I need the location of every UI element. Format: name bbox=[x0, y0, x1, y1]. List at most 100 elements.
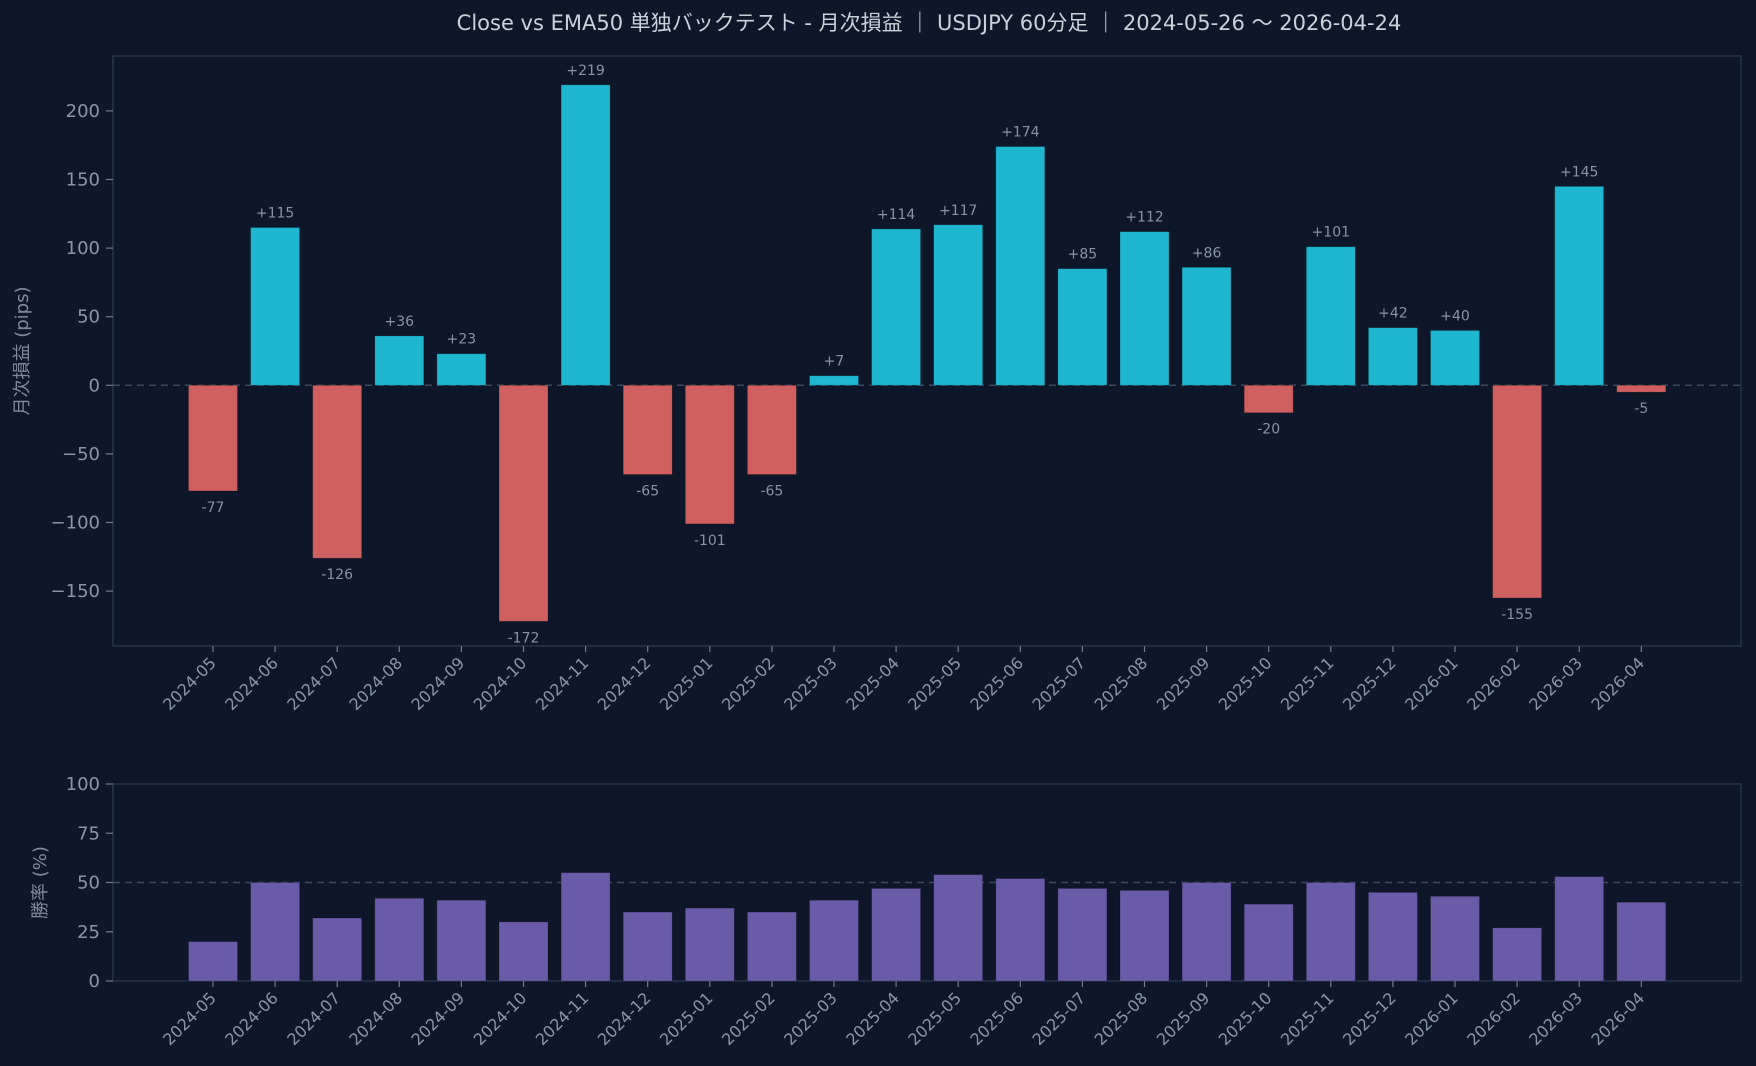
x-tick-label: 2025-04 bbox=[842, 988, 903, 1049]
x-tick-label: 2024-10 bbox=[470, 653, 531, 714]
monthly-pnl-panel: −150 −100 −50 0 50 100 150 200 月次損益 (pips) -77 202… bbox=[12, 55, 1742, 714]
y-tick-label: 200 bbox=[66, 101, 100, 122]
x-tick-label: 2026-01 bbox=[1401, 653, 1462, 714]
bar-2025-04 bbox=[871, 888, 921, 982]
bar-2025-11 bbox=[1305, 246, 1356, 386]
y-tick-label: 50 bbox=[77, 307, 100, 328]
x-tick-label: 2025-01 bbox=[656, 988, 717, 1049]
bar-2025-10 bbox=[1243, 903, 1294, 982]
bar-2025-04 bbox=[871, 228, 921, 386]
y-tick-label: 50 bbox=[77, 873, 100, 894]
x-tick-label: 2025-03 bbox=[780, 653, 841, 714]
x-tick-label: 2024-08 bbox=[345, 653, 406, 714]
bar-2025-03 bbox=[809, 899, 859, 982]
data-label: +101 bbox=[1312, 225, 1350, 241]
x-tick-label: 2025-06 bbox=[966, 653, 1027, 714]
bar-2025-01 bbox=[684, 384, 735, 525]
data-label: +115 bbox=[256, 206, 294, 222]
x-tick-label: 2025-12 bbox=[1339, 988, 1400, 1049]
bar-2025-08 bbox=[1119, 889, 1170, 982]
x-tick-label: 2024-06 bbox=[221, 653, 282, 714]
data-label: +42 bbox=[1378, 306, 1408, 322]
x-tick-label: 2025-10 bbox=[1215, 653, 1276, 714]
x-tick-label: 2024-07 bbox=[283, 988, 344, 1049]
x-tick-label: 2024-11 bbox=[532, 653, 593, 714]
data-label: -65 bbox=[760, 483, 783, 499]
x-tick-label: 2026-04 bbox=[1587, 988, 1648, 1049]
data-label: +7 bbox=[824, 354, 845, 370]
x-tick-label: 2026-02 bbox=[1463, 653, 1524, 714]
x-tick-label: 2025-09 bbox=[1153, 653, 1214, 714]
data-label: -77 bbox=[202, 500, 225, 516]
bar-2024-10 bbox=[498, 921, 549, 982]
x-tick-label: 2026-01 bbox=[1401, 988, 1462, 1049]
bar-2026-02 bbox=[1492, 384, 1542, 599]
bar-2025-12 bbox=[1368, 891, 1418, 982]
bar-2024-10 bbox=[498, 384, 549, 622]
y-tick-label: 25 bbox=[77, 922, 100, 943]
bar-2024-12 bbox=[622, 911, 673, 982]
bar-2024-05 bbox=[188, 384, 238, 492]
x-tick-label: 2024-05 bbox=[159, 653, 220, 714]
x-tick-label: 2024-12 bbox=[594, 988, 655, 1049]
bar-2025-08 bbox=[1119, 231, 1170, 386]
bar-2025-02 bbox=[747, 384, 797, 475]
x-tick-label: 2025-07 bbox=[1029, 988, 1090, 1049]
x-tick-label: 2025-09 bbox=[1153, 988, 1214, 1049]
bar-2025-09 bbox=[1181, 882, 1232, 982]
bar-2024-09 bbox=[436, 353, 487, 386]
data-label: +86 bbox=[1192, 245, 1222, 261]
bar-2024-06 bbox=[250, 882, 301, 982]
data-label: -172 bbox=[508, 630, 540, 646]
y-tick-label: 150 bbox=[66, 169, 100, 190]
x-tick-label: 2025-12 bbox=[1339, 653, 1400, 714]
x-tick-label: 2024-07 bbox=[283, 653, 344, 714]
x-tick-label: 2025-05 bbox=[904, 988, 965, 1049]
x-tick-label: 2024-11 bbox=[532, 988, 593, 1049]
x-tick-label: 2024-06 bbox=[221, 988, 282, 1049]
bar-2024-11 bbox=[560, 84, 611, 386]
x-tick-label: 2025-01 bbox=[656, 653, 717, 714]
bar-2024-06 bbox=[250, 227, 301, 386]
x-tick-label: 2024-10 bbox=[470, 988, 531, 1049]
bar-2026-03 bbox=[1554, 876, 1605, 982]
data-label: +117 bbox=[939, 203, 977, 219]
bar-2025-09 bbox=[1181, 266, 1232, 386]
data-label: +85 bbox=[1068, 247, 1098, 263]
x-tick-label: 2024-09 bbox=[408, 988, 469, 1049]
x-tick-label: 2026-03 bbox=[1525, 653, 1586, 714]
x-tick-label: 2025-06 bbox=[966, 988, 1027, 1049]
y-tick-label: 0 bbox=[89, 375, 100, 396]
data-label: -155 bbox=[1501, 607, 1533, 623]
bar-2025-07 bbox=[1057, 888, 1108, 982]
bar-2026-01 bbox=[1430, 330, 1480, 386]
y-tick-label: 100 bbox=[66, 238, 100, 259]
y-tick-label: −150 bbox=[51, 581, 100, 602]
data-label: +219 bbox=[566, 63, 604, 79]
x-tick-label: 2024-05 bbox=[159, 988, 220, 1049]
bar-2024-12 bbox=[622, 384, 673, 475]
y-axis-label: 月次損益 (pips) bbox=[12, 287, 33, 416]
data-label: -126 bbox=[321, 567, 353, 583]
data-label: +36 bbox=[385, 314, 415, 330]
data-label: +114 bbox=[877, 207, 916, 223]
data-label: -5 bbox=[1634, 401, 1648, 417]
data-label: -101 bbox=[694, 533, 726, 549]
bar-2026-03 bbox=[1554, 185, 1605, 386]
bar-2025-03 bbox=[809, 375, 859, 386]
x-tick-label: 2024-08 bbox=[345, 988, 406, 1049]
x-tick-label: 2025-02 bbox=[718, 988, 779, 1049]
bar-2025-01 bbox=[684, 907, 735, 982]
x-tick-label: 2025-10 bbox=[1215, 988, 1276, 1049]
x-tick-label: 2025-04 bbox=[842, 653, 903, 714]
x-tick-label: 2025-08 bbox=[1091, 653, 1152, 714]
y-axis-label: 勝率 (%) bbox=[30, 846, 51, 919]
data-label: +112 bbox=[1125, 210, 1163, 226]
bar-2024-05 bbox=[188, 941, 238, 982]
x-tick-label: 2024-09 bbox=[408, 653, 469, 714]
data-label: +174 bbox=[1001, 125, 1040, 141]
bar-2025-10 bbox=[1243, 384, 1294, 414]
bar-2025-12 bbox=[1368, 327, 1418, 386]
